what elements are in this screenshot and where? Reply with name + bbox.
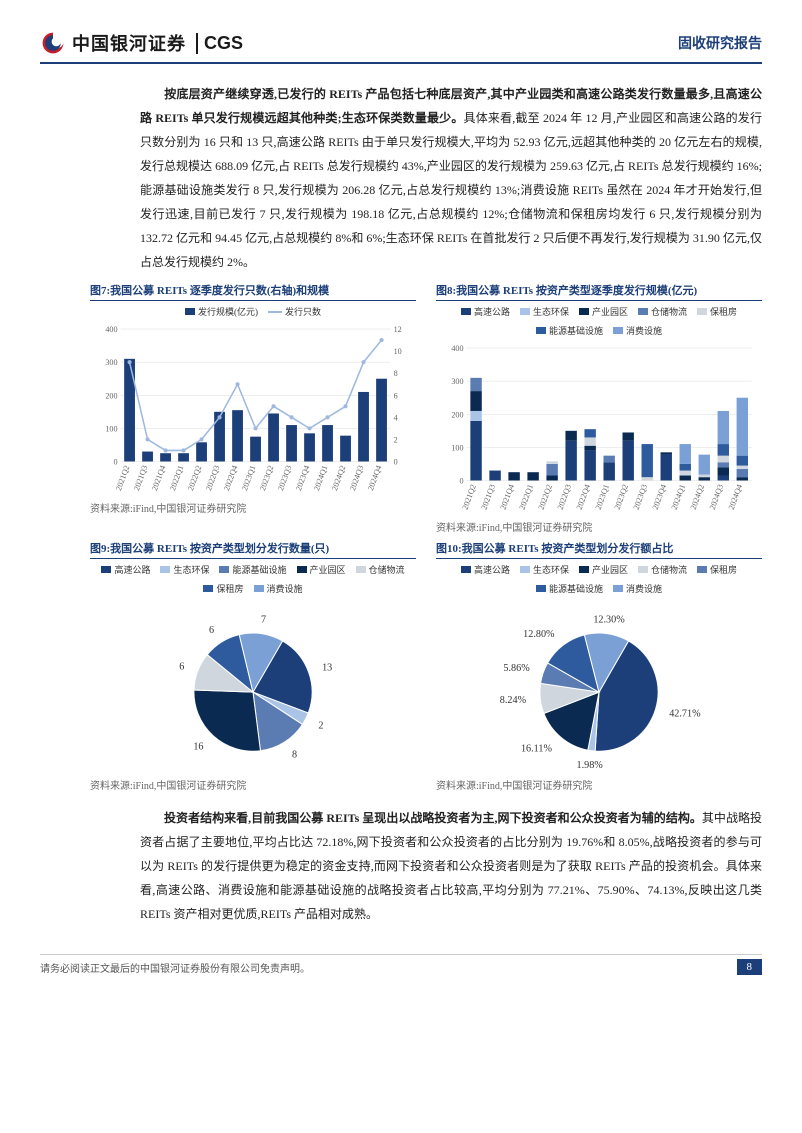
svg-text:2021Q2: 2021Q2 — [461, 483, 478, 511]
svg-text:2022Q2: 2022Q2 — [186, 464, 203, 492]
chart8: 图8:我国公募 REITs 按资产类型逐季度发行规模(亿元) 高速公路生态环保产… — [436, 282, 762, 534]
logo-swirl-icon — [40, 30, 66, 56]
svg-text:6: 6 — [394, 391, 398, 400]
svg-text:8: 8 — [394, 369, 398, 378]
chart9-title: 图9:我国公募 REITs 按资产类型划分发行数量(只) — [90, 540, 416, 559]
chart10: 图10:我国公募 REITs 按资产类型划分发行额占比 高速公路生态环保产业园区… — [436, 540, 762, 792]
chart8-title: 图8:我国公募 REITs 按资产类型逐季度发行规模(亿元) — [436, 282, 762, 301]
svg-text:0: 0 — [394, 458, 398, 467]
svg-text:1.98%: 1.98% — [577, 760, 604, 771]
svg-text:2024Q4: 2024Q4 — [727, 483, 744, 511]
svg-text:0: 0 — [459, 477, 463, 486]
svg-text:0: 0 — [113, 458, 117, 467]
svg-text:2024Q4: 2024Q4 — [366, 464, 383, 492]
svg-text:2022Q3: 2022Q3 — [556, 483, 573, 511]
svg-text:6: 6 — [209, 625, 214, 636]
svg-text:2021Q4: 2021Q4 — [150, 464, 167, 492]
svg-text:13: 13 — [322, 663, 332, 674]
svg-text:5.86%: 5.86% — [503, 663, 530, 674]
svg-text:2024Q1: 2024Q1 — [312, 464, 329, 492]
svg-text:2022Q4: 2022Q4 — [575, 483, 592, 511]
para1-rest: 具体来看,截至 2024 年 12 月,产业园区和高速公路的发行只数分别为 16… — [140, 111, 762, 269]
svg-text:2: 2 — [394, 435, 398, 444]
page-footer: 请务必阅读正文最后的中国银河证券股份有限公司免责声明。 8 — [40, 954, 762, 975]
chart10-title: 图10:我国公募 REITs 按资产类型划分发行额占比 — [436, 540, 762, 559]
svg-text:2022Q4: 2022Q4 — [222, 464, 239, 492]
header-rule — [40, 62, 762, 64]
brand-name-en: CGS — [196, 33, 243, 54]
svg-text:100: 100 — [105, 424, 117, 433]
paragraph-1: 按底层资产继续穿透,已发行的 REITs 产品包括七种底层资产,其中产业园类和高… — [140, 82, 762, 274]
svg-text:2023Q1: 2023Q1 — [594, 483, 611, 511]
chart7-legend-line: 发行只数 — [285, 305, 321, 318]
svg-text:42.71%: 42.71% — [669, 708, 701, 719]
svg-text:16: 16 — [193, 741, 203, 752]
chart9-source: 资料来源:iFind,中国银河证券研究院 — [90, 777, 416, 792]
svg-text:2024Q3: 2024Q3 — [348, 464, 365, 492]
brand-logo: 中国银河证券 CGS — [40, 30, 243, 56]
svg-text:10: 10 — [394, 347, 402, 356]
chart7-legend: 发行规模(亿元) 发行只数 — [90, 305, 416, 318]
svg-text:300: 300 — [105, 358, 117, 367]
svg-text:8: 8 — [292, 749, 297, 760]
chart7-source: 资料来源:iFind,中国银河证券研究院 — [90, 500, 416, 515]
svg-text:2021Q3: 2021Q3 — [132, 464, 149, 492]
chart-row-2: 图9:我国公募 REITs 按资产类型划分发行数量(只) 高速公路生态环保能源基… — [90, 540, 762, 792]
chart7-title: 图7:我国公募 REITs 逐季度发行只数(右轴)和规模 — [90, 282, 416, 301]
brand-name-cn: 中国银河证券 — [72, 30, 186, 56]
svg-text:100: 100 — [451, 443, 463, 452]
chart-row-1: 图7:我国公募 REITs 逐季度发行只数(右轴)和规模 发行规模(亿元) 发行… — [90, 282, 762, 534]
svg-text:8.24%: 8.24% — [500, 695, 527, 706]
chart7: 图7:我国公募 REITs 逐季度发行只数(右轴)和规模 发行规模(亿元) 发行… — [90, 282, 416, 534]
svg-text:4: 4 — [394, 413, 398, 422]
svg-text:2024Q3: 2024Q3 — [708, 483, 725, 511]
paragraph-2: 投资者结构来看,目前我国公募 REITs 呈现出以战略投资者为主,网下投资者和公… — [140, 806, 762, 926]
svg-text:12: 12 — [394, 325, 402, 334]
svg-text:16.11%: 16.11% — [521, 743, 553, 754]
svg-text:2022Q2: 2022Q2 — [537, 483, 554, 511]
svg-text:200: 200 — [105, 391, 117, 400]
svg-text:200: 200 — [451, 410, 463, 419]
svg-text:2023Q3: 2023Q3 — [276, 464, 293, 492]
chart10-source: 资料来源:iFind,中国银河证券研究院 — [436, 777, 762, 792]
svg-text:400: 400 — [451, 344, 463, 353]
svg-text:7: 7 — [261, 615, 266, 626]
svg-text:2023Q3: 2023Q3 — [632, 483, 649, 511]
svg-text:2024Q2: 2024Q2 — [689, 483, 706, 511]
svg-text:2: 2 — [318, 720, 323, 731]
footer-disclaimer: 请务必阅读正文最后的中国银河证券股份有限公司免责声明。 — [40, 960, 310, 975]
page-number: 8 — [737, 959, 763, 975]
chart8-source: 资料来源:iFind,中国银河证券研究院 — [436, 519, 762, 534]
svg-text:2023Q4: 2023Q4 — [294, 464, 311, 492]
chart8-legend: 高速公路生态环保产业园区仓储物流保租房能源基础设施消费设施 — [436, 305, 762, 337]
page: 中国银河证券 CGS 固收研究报告 按底层资产继续穿透,已发行的 REITs 产… — [0, 0, 802, 995]
doc-type-label: 固收研究报告 — [678, 33, 762, 53]
svg-text:12.30%: 12.30% — [593, 615, 625, 626]
svg-text:2021Q4: 2021Q4 — [499, 483, 516, 511]
svg-text:300: 300 — [451, 377, 463, 386]
header-bar: 中国银河证券 CGS 固收研究报告 — [40, 30, 762, 56]
svg-text:12.80%: 12.80% — [523, 629, 555, 640]
svg-text:2024Q2: 2024Q2 — [330, 464, 347, 492]
svg-text:2023Q2: 2023Q2 — [258, 464, 275, 492]
chart7-legend-bar: 发行规模(亿元) — [198, 305, 258, 318]
chart9: 图9:我国公募 REITs 按资产类型划分发行数量(只) 高速公路生态环保能源基… — [90, 540, 416, 792]
chart9-legend: 高速公路生态环保能源基础设施产业园区仓储物流保租房消费设施 — [90, 563, 416, 595]
svg-text:2023Q2: 2023Q2 — [613, 483, 630, 511]
para2-rest: 其中战略投资者占据了主要地位,平均占比达 72.18%,网下投资者和公众投资者的… — [140, 811, 762, 921]
svg-text:2022Q3: 2022Q3 — [204, 464, 221, 492]
svg-text:400: 400 — [105, 325, 117, 334]
svg-text:6: 6 — [179, 661, 184, 672]
svg-text:2022Q1: 2022Q1 — [518, 483, 535, 511]
svg-text:2023Q4: 2023Q4 — [651, 483, 668, 511]
chart10-legend: 高速公路生态环保产业园区仓储物流保租房能源基础设施消费设施 — [436, 563, 762, 595]
para2-lead: 投资者结构来看,目前我国公募 REITs 呈现出以战略投资者为主,网下投资者和公… — [164, 811, 702, 825]
svg-text:2022Q1: 2022Q1 — [168, 464, 185, 492]
svg-text:2023Q1: 2023Q1 — [240, 464, 257, 492]
svg-text:2021Q2: 2021Q2 — [114, 464, 131, 492]
svg-text:2024Q1: 2024Q1 — [670, 483, 687, 511]
svg-text:2021Q3: 2021Q3 — [480, 483, 497, 511]
